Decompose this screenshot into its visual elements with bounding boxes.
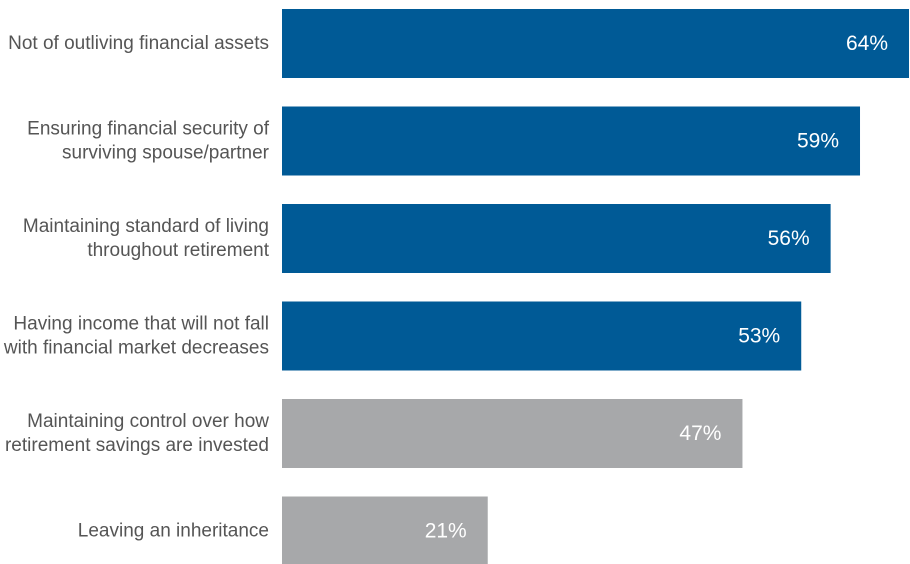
category-label: surviving spouse/partner (62, 143, 270, 164)
bar (282, 106, 861, 176)
bars-group (282, 9, 909, 564)
bar-value-label: 21% (425, 520, 467, 543)
category-label: Not of outliving financial assets (8, 33, 269, 54)
bar-value-label: 64% (846, 32, 888, 55)
category-label: retirement savings are invested (5, 435, 269, 456)
category-label: Maintaining standard of living (23, 216, 269, 237)
category-labels-group: Not of outliving financial assets Ensurin… (3, 33, 270, 542)
bar (282, 204, 831, 273)
category-label: throughout retirement (87, 240, 269, 261)
category-label: Having income that will not fall (13, 314, 269, 335)
category-label: Leaving an inheritance (78, 521, 269, 542)
category-label: Maintaining control over how (27, 411, 269, 432)
bar (282, 399, 743, 468)
bar-value-label: 59% (797, 130, 839, 153)
category-label: with financial market decreases (3, 338, 269, 359)
bar-value-label: 47% (679, 422, 721, 445)
bar-value-label: 56% (768, 227, 810, 250)
bar (282, 496, 488, 564)
value-labels-group: 64% 59% 56% 53% 47% 21% (425, 32, 888, 543)
bar (282, 301, 802, 371)
bar (282, 9, 909, 78)
category-label: Ensuring financial security of (27, 119, 270, 140)
bar-value-label: 53% (738, 325, 780, 348)
